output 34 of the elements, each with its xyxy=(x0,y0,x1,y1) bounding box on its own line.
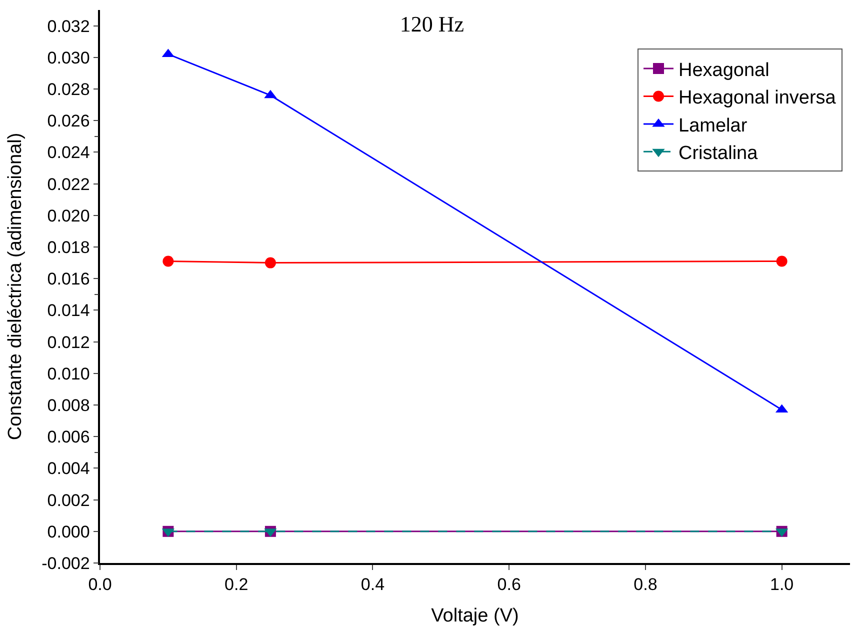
point xyxy=(264,257,276,268)
legend-label: Hexagonal inversa xyxy=(678,88,836,109)
point xyxy=(162,256,174,267)
y-axis-title: Constante dieléctrica (adimensional) xyxy=(4,132,26,440)
y-tick-label: 0.008 xyxy=(47,396,90,415)
y-tick-label: 0.028 xyxy=(47,80,90,99)
y-tick-label: 0.022 xyxy=(47,174,90,194)
y-tick-label: 0.026 xyxy=(47,112,90,131)
y-tick-label: 0.030 xyxy=(47,48,90,68)
y-tick-label: 0.024 xyxy=(47,143,90,162)
legend-label: Lamelar xyxy=(678,115,748,136)
legend-label: Hexagonal xyxy=(678,60,770,81)
y-tick-label: 0.010 xyxy=(47,364,90,384)
y-tick-label: 0.002 xyxy=(47,490,90,510)
y-tick-label: 0.020 xyxy=(47,206,90,226)
y-tick-label: 0.014 xyxy=(47,301,90,320)
x-tick-label: 0.8 xyxy=(634,575,658,594)
x-tick-label: 0.2 xyxy=(224,575,248,594)
y-tick-label: 0.032 xyxy=(47,16,90,36)
y-tick-label: 0.012 xyxy=(47,332,90,352)
y-tick-label: 0.016 xyxy=(47,270,90,289)
y-tick-label: 0.018 xyxy=(47,238,90,257)
y-tick-label: 0.006 xyxy=(47,428,90,447)
x-tick-label: 1.0 xyxy=(770,575,794,594)
x-tick-label: 0.4 xyxy=(360,575,385,594)
y-tick-label: 0.000 xyxy=(47,522,90,542)
y-tick-label: 0.004 xyxy=(47,459,90,478)
chart-title: 120 Hz xyxy=(400,11,464,36)
y-tick-label: -0.002 xyxy=(42,554,90,573)
legend-label: Cristalina xyxy=(678,143,758,164)
point xyxy=(776,256,788,267)
x-tick-label: 0.0 xyxy=(88,575,112,594)
x-axis-title: Voltaje (V) xyxy=(431,605,519,626)
x-tick-label: 0.6 xyxy=(497,575,521,594)
